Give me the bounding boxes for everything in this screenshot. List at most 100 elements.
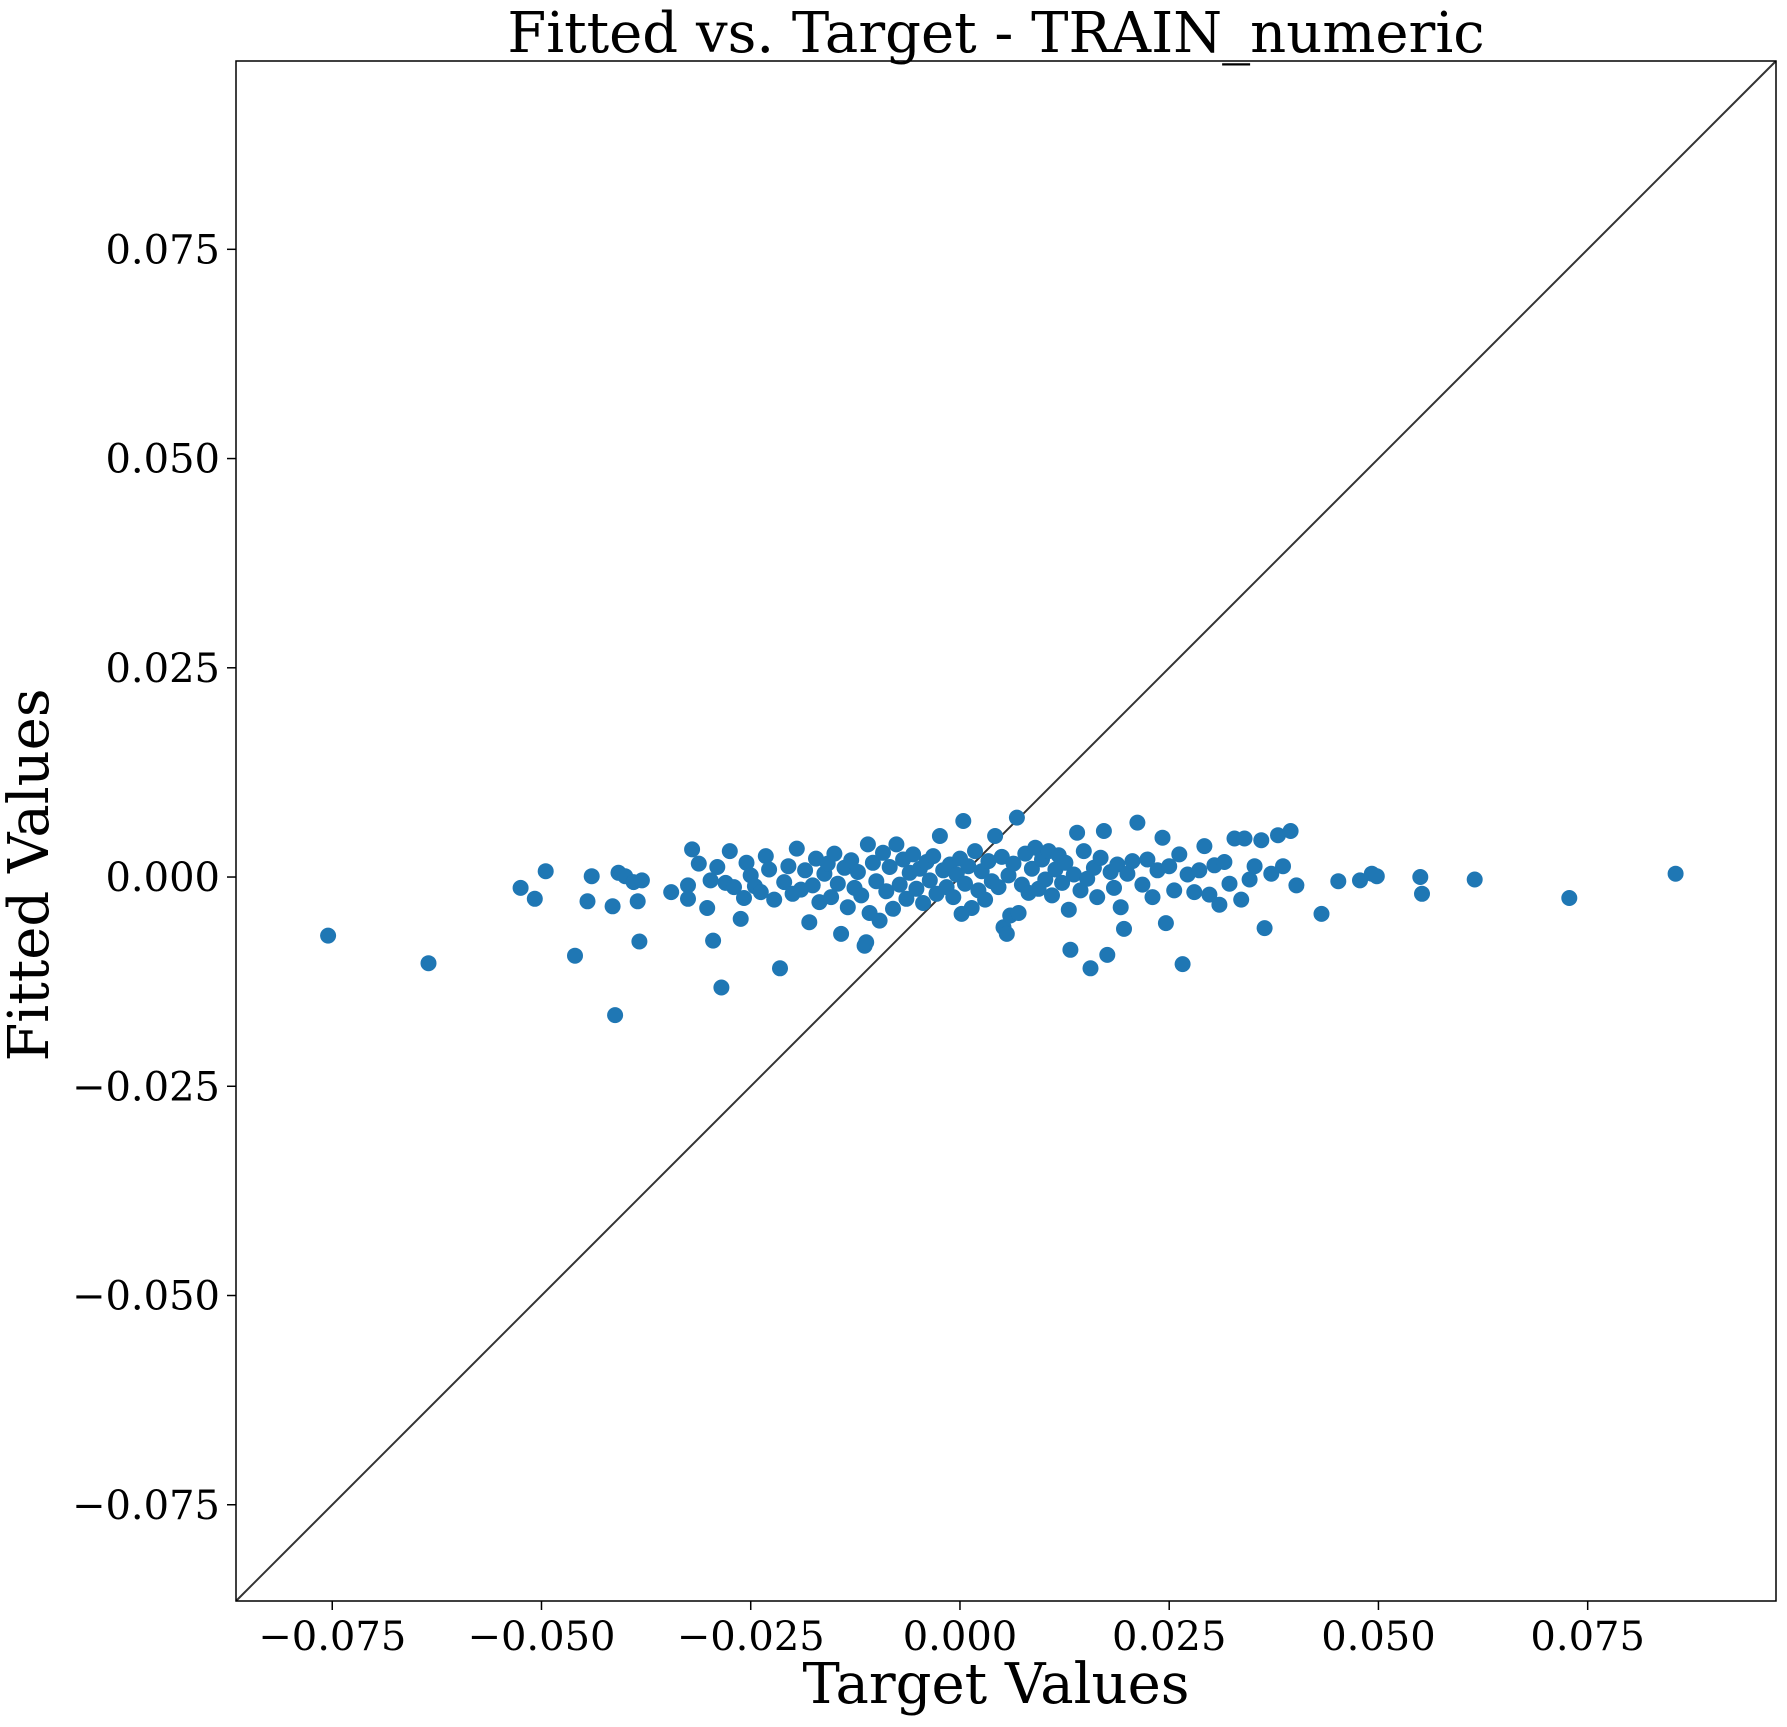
data-point — [963, 900, 980, 916]
data-point — [1221, 875, 1238, 892]
data-point — [732, 910, 749, 927]
data-point — [1037, 871, 1054, 888]
data-point — [925, 848, 942, 865]
data-point — [868, 873, 885, 890]
y-tick-label: −0.050 — [72, 1274, 220, 1320]
data-point — [757, 848, 774, 865]
data-point — [690, 855, 707, 872]
x-tick-label: −0.075 — [258, 1614, 406, 1660]
data-point — [1211, 896, 1228, 913]
data-point — [1124, 853, 1141, 870]
data-point — [680, 877, 696, 894]
y-axis-label: Fitted Values — [0, 688, 62, 1061]
data-point — [1116, 920, 1132, 937]
data-point — [1060, 901, 1077, 918]
x-axis-label: Target Values — [803, 1652, 1190, 1717]
x-tick-label: 0.075 — [1530, 1614, 1645, 1660]
data-point — [1005, 855, 1022, 872]
x-tick-label: 0.000 — [903, 1614, 1018, 1660]
x-tick-label: −0.025 — [677, 1614, 825, 1660]
y-tick-label: 0.075 — [105, 227, 220, 273]
data-point — [772, 960, 788, 977]
data-point — [702, 872, 719, 889]
data-point — [1201, 886, 1218, 903]
data-point — [583, 868, 600, 885]
data-point — [726, 879, 742, 896]
data-point — [859, 836, 876, 853]
data-point — [1065, 866, 1082, 883]
data-point — [761, 861, 778, 878]
data-point — [864, 854, 881, 871]
y-axis-ticks: −0.075 −0.050 −0.025 0.000 0.025 0.050 0.075 — [72, 227, 236, 1529]
data-point — [1010, 905, 1027, 921]
data-point — [1561, 890, 1578, 906]
identity-reference-line — [235, 60, 1777, 1602]
data-point — [960, 858, 977, 875]
data-point — [908, 880, 925, 897]
data-point — [1095, 823, 1112, 839]
data-point — [1263, 865, 1280, 882]
x-axis-ticks: −0.075 −0.050 −0.025 0.000 0.025 0.050 0.075 — [258, 1601, 1645, 1660]
y-tick-label: 0.000 — [105, 855, 220, 901]
data-point — [663, 884, 680, 901]
data-point — [1270, 827, 1286, 844]
data-point — [977, 891, 994, 908]
data-point — [1191, 862, 1208, 879]
data-point — [1109, 856, 1126, 873]
data-point — [1129, 814, 1146, 831]
data-point — [878, 883, 895, 900]
data-point — [998, 925, 1015, 942]
data-point — [1027, 839, 1044, 856]
data-point — [776, 874, 793, 891]
data-point — [957, 875, 973, 892]
data-point — [881, 859, 898, 875]
data-point — [526, 890, 543, 907]
data-point — [990, 879, 1007, 896]
data-point — [1154, 829, 1171, 846]
data-point — [1166, 882, 1183, 899]
data-point — [1161, 858, 1178, 875]
data-point — [780, 858, 797, 875]
identity-line-group — [235, 60, 1777, 1602]
data-point — [579, 893, 596, 910]
data-point — [567, 947, 583, 964]
data-point — [1072, 882, 1089, 899]
data-point — [1099, 946, 1116, 963]
data-point — [839, 899, 856, 916]
data-point — [721, 843, 738, 860]
data-point — [1233, 891, 1250, 908]
data-point — [713, 979, 730, 996]
data-point — [320, 927, 337, 944]
data-point — [705, 932, 722, 949]
data-point — [629, 893, 646, 910]
data-point — [980, 853, 997, 870]
data-point — [1082, 960, 1099, 977]
data-point — [826, 845, 843, 862]
data-point — [801, 914, 818, 931]
data-point — [736, 890, 752, 906]
data-point — [987, 828, 1004, 844]
data-point — [1330, 873, 1347, 890]
data-point — [1352, 872, 1368, 889]
data-point — [955, 813, 972, 829]
data-point — [1216, 854, 1233, 870]
data-point — [1186, 884, 1203, 901]
data-point — [709, 859, 726, 875]
data-point — [898, 890, 915, 907]
data-point — [1275, 858, 1291, 875]
data-point — [888, 836, 905, 853]
data-point — [1134, 876, 1151, 893]
data-point — [1368, 868, 1385, 885]
data-point — [849, 864, 866, 880]
data-point — [1282, 823, 1299, 839]
y-tick-label: −0.025 — [72, 1064, 220, 1110]
data-point — [804, 877, 821, 894]
data-point — [1044, 887, 1060, 904]
data-point — [631, 933, 648, 950]
data-point — [1414, 885, 1430, 902]
data-point — [1241, 871, 1258, 888]
data-point — [858, 934, 875, 951]
data-point — [1157, 915, 1174, 932]
plot-area-frame — [235, 60, 1777, 1602]
